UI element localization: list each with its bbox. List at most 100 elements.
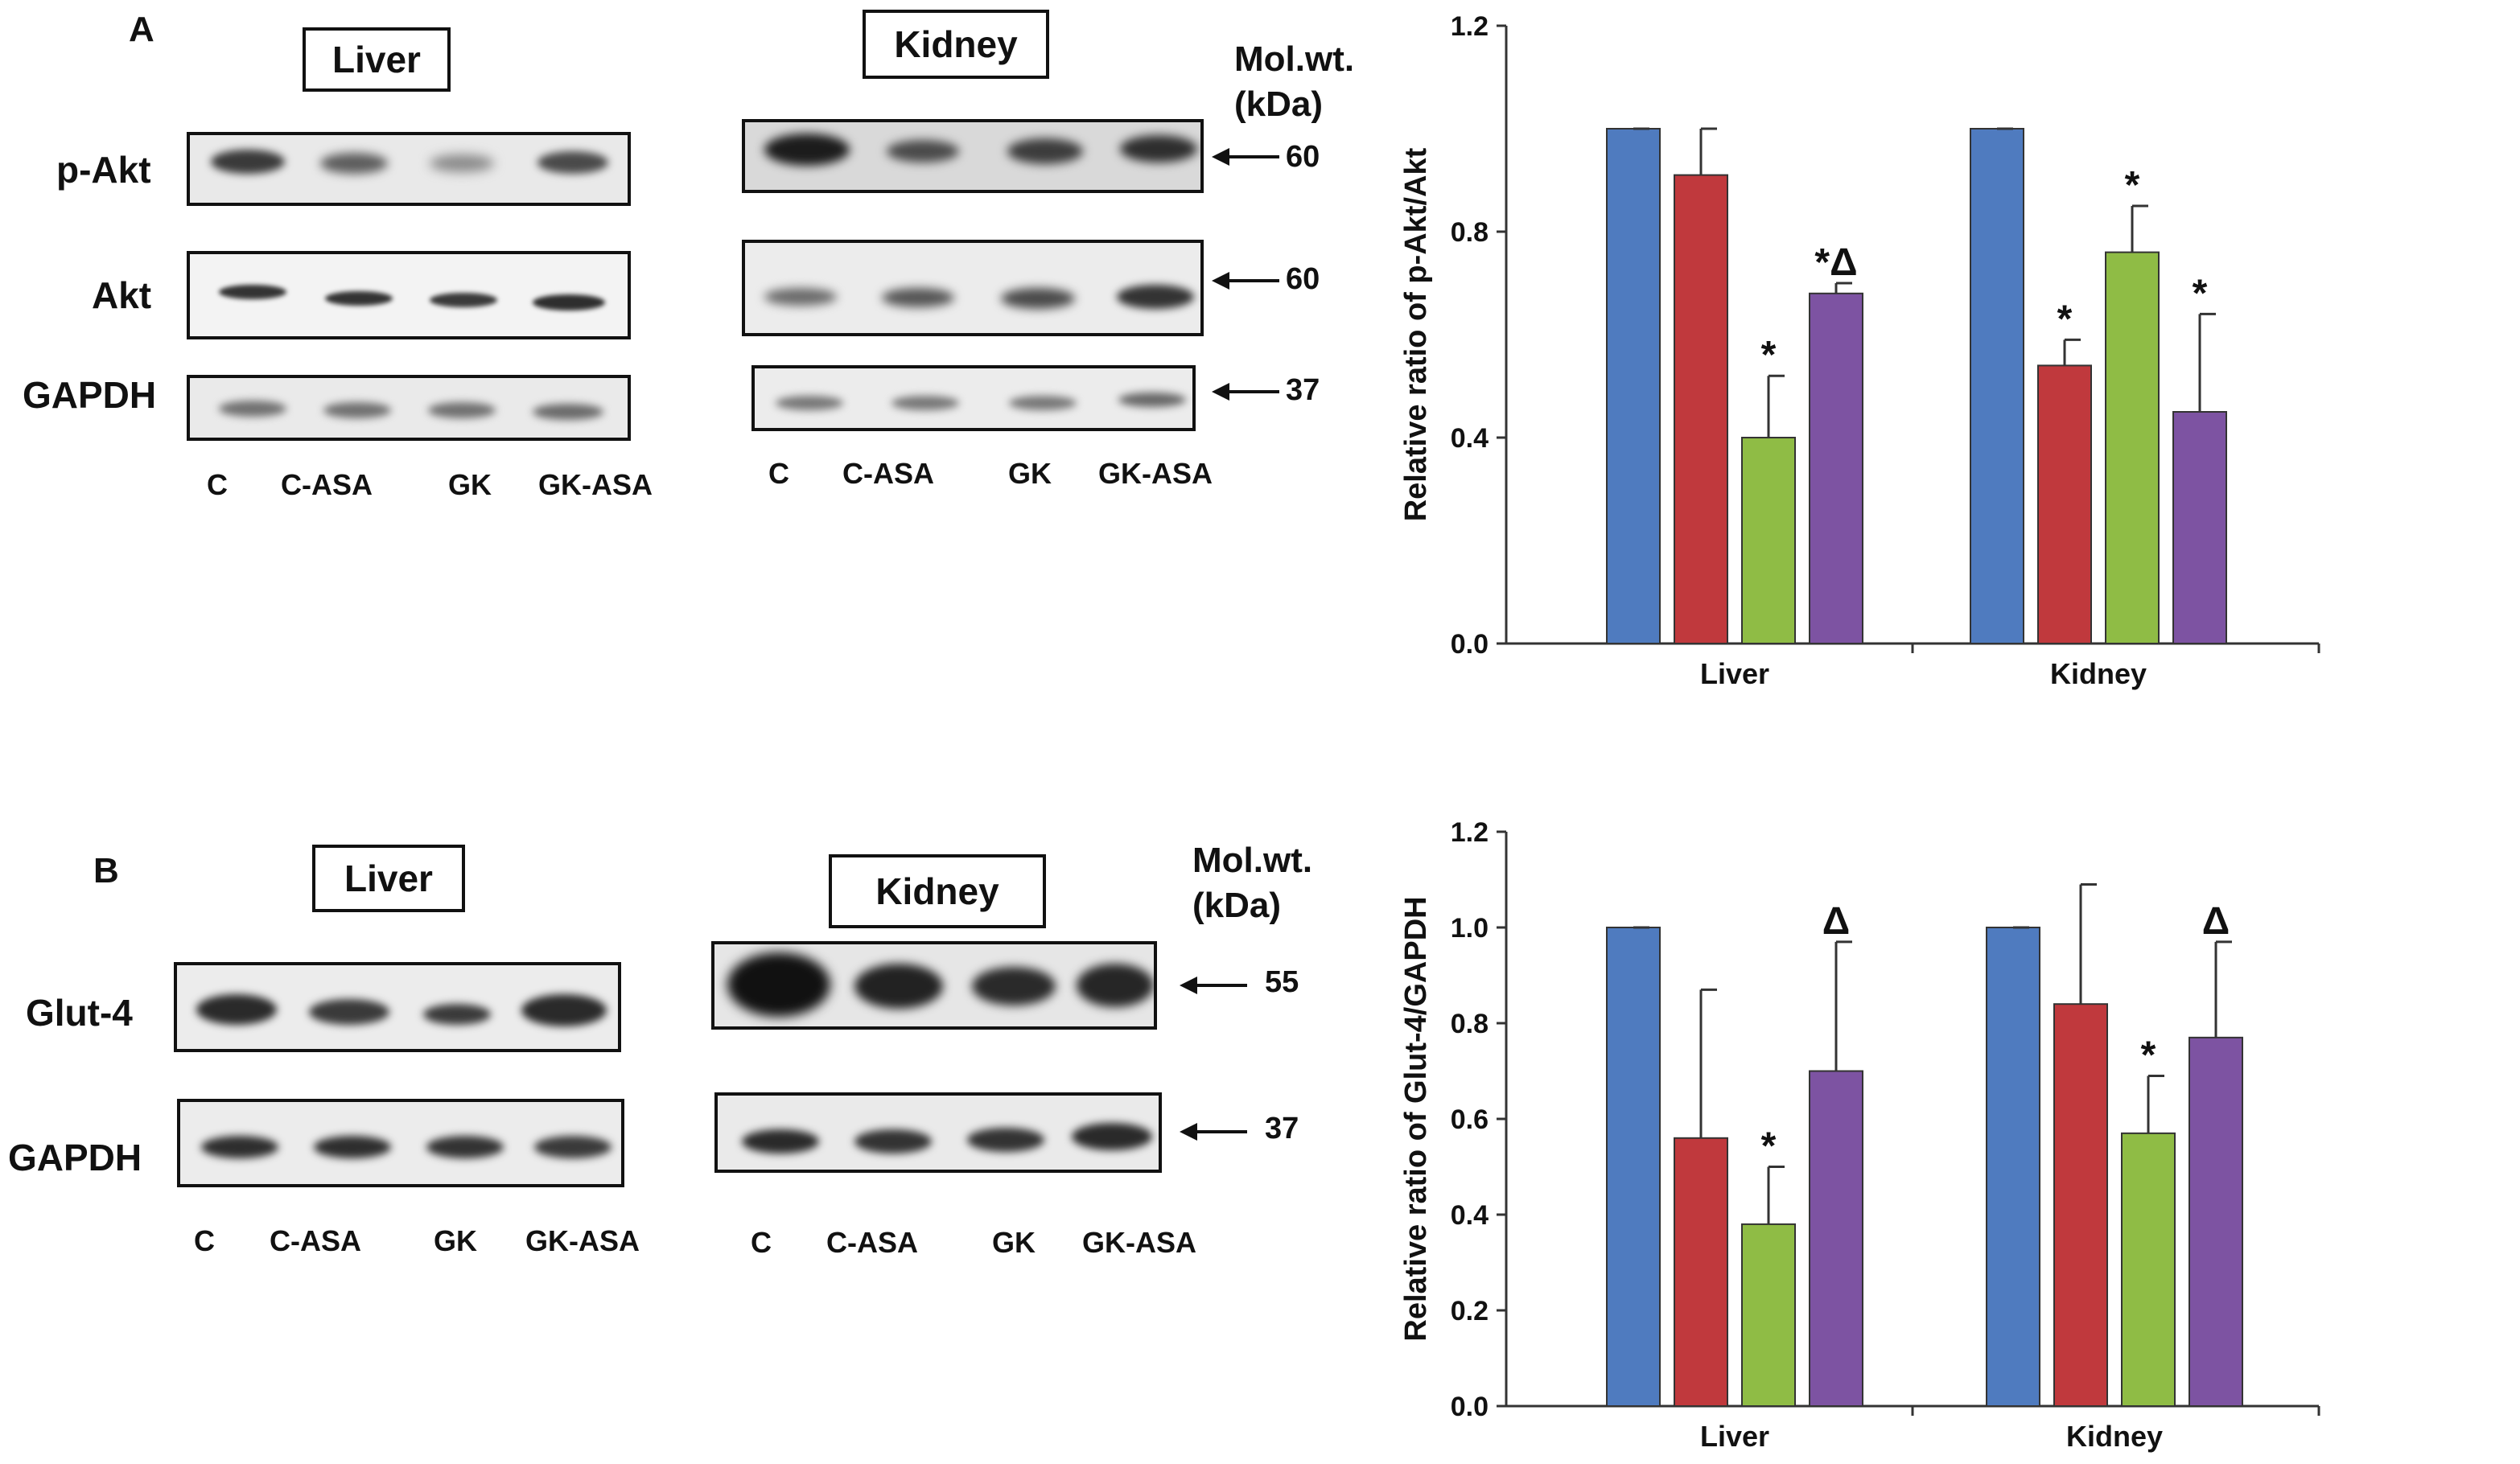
x-category-label: Liver [1700, 1420, 1769, 1453]
lane-kidney-a-gk: GK [1008, 457, 1052, 490]
lane-liver-a-gk-asa: GK-ASA [538, 468, 653, 501]
y-tick-label: 0.0 [1451, 629, 1489, 660]
lane-kidney-b-c-asa: C-ASA [826, 1226, 918, 1259]
y-tick-label: 0.4 [1451, 1200, 1489, 1231]
y-tick-label: 0.6 [1451, 1104, 1489, 1135]
lane-liver-b-c: C [194, 1224, 215, 1257]
blot-liver-glut4 [174, 962, 621, 1052]
mw-header-b-line2: (kDa) [1192, 886, 1282, 925]
lane-kidney-b-c: C [751, 1226, 772, 1259]
significance-mark: Δ [2202, 900, 2230, 943]
bar [2121, 1132, 2176, 1407]
y-tick-label: 1.0 [1451, 913, 1489, 944]
liver-title-a: Liver [332, 39, 421, 80]
bar [2172, 411, 2227, 644]
row-label-gapdh-b: GAPDH [8, 1137, 142, 1178]
lane-kidney-a-c-asa: C-ASA [842, 457, 934, 490]
significance-mark: * [2125, 164, 2140, 207]
bar [1674, 1137, 1728, 1408]
blot-liver-gapdh-a [187, 375, 631, 441]
y-tick-label: 0.8 [1451, 217, 1489, 248]
blot-kidney-akt [742, 240, 1204, 336]
arrow-p-akt [1212, 148, 1279, 166]
lane-liver-a-gk: GK [448, 468, 492, 501]
bar [1741, 437, 1796, 644]
liver-title-box-a: Liver [303, 27, 451, 92]
bar [1986, 927, 2040, 1407]
mw-header-a: Mol.wt. (kDa) [1234, 37, 1354, 127]
blot-kidney-glut4 [711, 941, 1157, 1030]
arrow-glut4 [1180, 977, 1247, 994]
bar [1809, 292, 1863, 644]
row-label-glut4: Glut-4 [26, 992, 133, 1034]
row-label-p-akt: p-Akt [56, 149, 151, 191]
kidney-title-a: Kidney [894, 23, 1018, 65]
significance-mark: * [2141, 1034, 2156, 1076]
blot-kidney-gapdh-b [714, 1092, 1162, 1173]
mw-akt: 60 [1286, 262, 1320, 296]
blot-liver-p-akt [187, 132, 631, 206]
mw-gapdh-a: 37 [1286, 373, 1320, 407]
blot-liver-akt [187, 251, 631, 339]
kidney-title-box-b: Kidney [829, 854, 1046, 928]
lane-kidney-b-gk-asa: GK-ASA [1082, 1226, 1196, 1259]
significance-mark: *Δ [1814, 241, 1857, 284]
panel-a-letter: A [129, 10, 154, 49]
bar [2105, 251, 2160, 644]
blot-liver-gapdh-b [177, 1099, 624, 1187]
significance-mark: * [2057, 298, 2073, 340]
lane-liver-b-gk: GK [434, 1224, 477, 1257]
lane-liver-b-gk-asa: GK-ASA [525, 1224, 640, 1257]
y-tick-label: 0.4 [1451, 423, 1489, 454]
y-tick-label: 0.8 [1451, 1009, 1489, 1039]
lane-liver-b-c-asa: C-ASA [270, 1224, 361, 1257]
bar [1606, 128, 1661, 644]
significance-mark: * [1761, 1125, 1777, 1168]
mw-gapdh-b: 37 [1265, 1112, 1299, 1145]
chart-p-akt: 0.0 0.4 0.8 1.2 Relative ratio of p-Akt/Akt L… [1399, 11, 2320, 690]
liver-title-box-b: Liver [312, 845, 465, 912]
bar [2189, 1036, 2243, 1407]
lane-kidney-a-c: C [768, 457, 789, 490]
bar [2037, 364, 2092, 644]
kidney-title-box-a: Kidney [863, 10, 1049, 79]
mw-p-akt: 60 [1286, 140, 1320, 174]
y-axis-label: Relative ratio of p-Akt/Akt [1399, 147, 1433, 521]
bar [1809, 1070, 1863, 1407]
row-label-akt: Akt [92, 274, 152, 316]
y-tick-label: 1.2 [1451, 817, 1489, 848]
y-tick-label: 0.2 [1451, 1296, 1489, 1326]
bar [1970, 128, 2024, 644]
lane-liver-a-c: C [207, 468, 228, 501]
y-axis-label: Relative ratio of Glut-4/GAPDH [1399, 896, 1433, 1341]
bar [2053, 1003, 2108, 1407]
x-category-label: Kidney [2066, 1420, 2163, 1453]
mw-header-b: Mol.wt. (kDa) [1192, 838, 1312, 928]
y-tick-label: 0.0 [1451, 1392, 1489, 1422]
bar [1606, 927, 1661, 1407]
chart-glut4: 0.0 0.2 0.4 0.6 0.8 1.0 1.2 Relative ratio of G… [1399, 817, 2320, 1453]
y-tick-label: 1.2 [1451, 11, 1489, 42]
significance-mark: * [1761, 334, 1777, 376]
bar [1674, 174, 1728, 645]
arrow-akt [1212, 272, 1279, 290]
arrow-gapdh-a [1212, 383, 1279, 401]
mw-glut4: 55 [1265, 965, 1299, 999]
blot-kidney-gapdh-a [751, 365, 1196, 431]
x-category-label: Liver [1700, 657, 1769, 690]
significance-mark: Δ [1822, 900, 1851, 943]
arrow-gapdh-b [1180, 1123, 1247, 1141]
kidney-title-b: Kidney [875, 870, 999, 912]
mw-header-line1: Mol.wt. [1234, 39, 1355, 79]
lane-kidney-b-gk: GK [992, 1226, 1036, 1259]
lane-kidney-a-gk-asa: GK-ASA [1098, 457, 1213, 490]
mw-header-line2: (kDa) [1234, 84, 1324, 124]
mw-header-b-line1: Mol.wt. [1192, 841, 1313, 880]
bar-charts-svg: 0.0 0.4 0.8 1.2 Relative ratio of p-Akt/Akt L… [1399, 11, 2320, 1453]
row-label-gapdh-a: GAPDH [23, 374, 157, 416]
significance-mark: * [2193, 272, 2208, 315]
lane-liver-a-c-asa: C-ASA [281, 468, 373, 501]
blot-kidney-p-akt [742, 119, 1204, 193]
bar [1741, 1223, 1796, 1408]
panel-b-letter: B [93, 851, 119, 890]
